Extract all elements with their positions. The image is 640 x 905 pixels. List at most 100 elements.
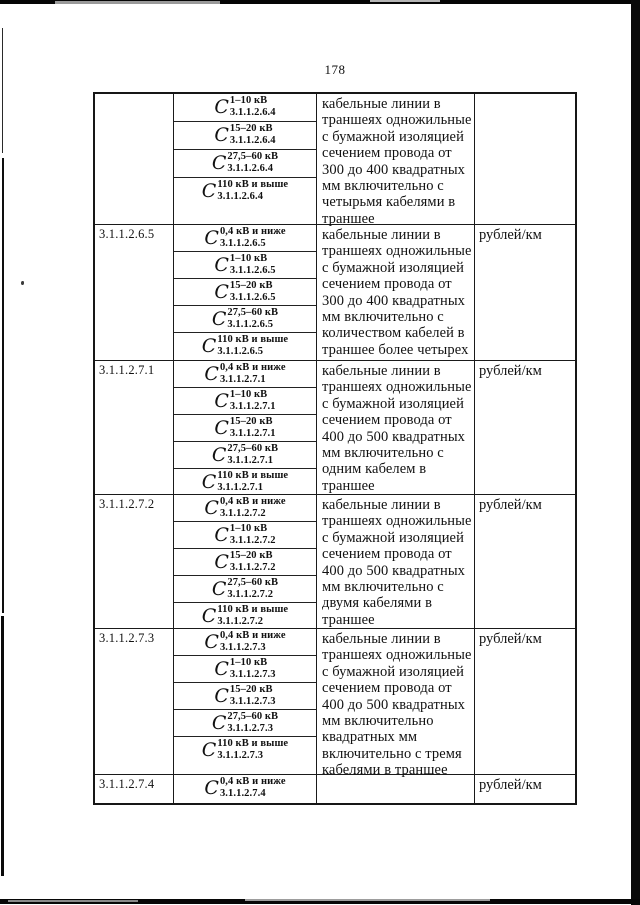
formula-stack: C 1–10 кВ 3.1.1.2.6.4 C 15–20 кВ 3.1.1.2.6.4… (174, 94, 317, 224)
formula-superscript: 27,5–60 кВ (227, 151, 279, 162)
formula-superscript: 1–10 кВ (229, 253, 268, 264)
formula-subcell: C 1–10 кВ 3.1.1.2.7.3 (174, 656, 316, 683)
coefficient-symbol: C (214, 550, 229, 573)
code-cell: 3.1.1.2.7.1 (95, 361, 174, 494)
coefficient-formula: C 110 кВ и выше 3.1.1.2.7.3 (201, 738, 289, 761)
coefficient-symbol: C (201, 738, 217, 761)
formula-subcell: C 15–20 кВ 3.1.1.2.6.5 (174, 279, 316, 306)
formula-subcell: C 1–10 кВ 3.1.1.2.7.2 (174, 522, 316, 549)
coefficient-formula: C 27,5–60 кВ 3.1.1.2.6.5 (212, 307, 279, 330)
description-cell: кабельные линии в траншеях одножильные с… (317, 225, 475, 360)
code-cell: 3.1.1.2.7.3 (95, 629, 174, 774)
description-cell: кабельные линии в траншеях одножильные с… (317, 361, 475, 494)
scan-edge-left (2, 28, 3, 153)
coefficient-formula: C 110 кВ и выше 3.1.1.2.6.5 (201, 334, 289, 357)
description-cell: кабельные линии в траншеях одножильные с… (317, 94, 475, 227)
formula-subcell: C 1–10 кВ 3.1.1.2.6.4 (174, 94, 316, 122)
coefficient-symbol: C (214, 123, 229, 146)
formula-stack: C 0,4 кВ и ниже 3.1.1.2.7.3 C 1–10 кВ 3.1.1.… (174, 629, 317, 774)
formula-subscript: 3.1.1.2.7.3 (219, 641, 266, 653)
formula-subcell: C 27,5–60 кВ 3.1.1.2.6.5 (174, 306, 316, 333)
coefficient-formula: C 15–20 кВ 3.1.1.2.7.3 (214, 684, 275, 707)
formula-subscript: 3.1.1.2.7.3 (217, 749, 264, 761)
formula-subscript: 3.1.1.2.7.2 (217, 615, 264, 627)
coefficient-formula: C 1–10 кВ 3.1.1.2.7.2 (214, 523, 276, 546)
formula-superscript: 27,5–60 кВ (227, 307, 279, 318)
formula-subscript: 3.1.1.2.6.5 (227, 318, 274, 330)
coefficient-symbol: C (214, 523, 229, 546)
formula-stack: C 0,4 кВ и ниже 3.1.1.2.7.1 C 1–10 кВ 3.1.1.… (174, 361, 317, 494)
formula-subcell: C 15–20 кВ 3.1.1.2.7.2 (174, 549, 316, 576)
scan-edge-bottom-gray (245, 899, 490, 901)
coefficient-symbol: C (204, 496, 219, 519)
formula-subscript: 3.1.1.2.7.1 (229, 400, 276, 412)
formula-subscript: 3.1.1.2.6.4 (229, 106, 276, 118)
formula-subscript: 3.1.1.2.7.1 (219, 373, 266, 385)
coefficient-symbol: C (214, 416, 229, 439)
formula-superscript: 1–10 кВ (229, 523, 268, 534)
description-cell (317, 775, 475, 803)
formula-subcell: C 27,5–60 кВ 3.1.1.2.7.2 (174, 576, 316, 603)
unit-cell: рублей/км (479, 497, 542, 513)
scan-edge-top-gray (55, 1, 220, 4)
formula-superscript: 110 кВ и выше (217, 179, 289, 190)
formula-subscript: 3.1.1.2.7.1 (227, 454, 274, 466)
coefficient-symbol: C (204, 362, 219, 385)
formula-superscript: 110 кВ и выше (217, 334, 289, 345)
coefficient-formula: C 27,5–60 кВ 3.1.1.2.7.1 (212, 443, 278, 466)
coefficient-symbol: C (201, 334, 217, 357)
unit-cell (475, 94, 575, 224)
coefficient-symbol: C (214, 389, 229, 412)
formula-subcell: C 110 кВ и выше 3.1.1.2.7.2 (174, 603, 316, 628)
coefficient-formula: C 0,4 кВ и ниже 3.1.1.2.7.4 (204, 776, 285, 799)
formula-subscript: 3.1.1.2.6.5 (229, 264, 276, 276)
formula-subscript: 3.1.1.2.6.5 (219, 237, 266, 249)
formula-subscript: 3.1.1.2.6.4 (227, 162, 274, 174)
formula-superscript: 27,5–60 кВ (227, 711, 279, 722)
formula-subcell: C 0,4 кВ и ниже 3.1.1.2.7.1 (174, 361, 316, 388)
coefficient-symbol: C (214, 657, 229, 680)
coefficient-formula: C 27,5–60 кВ 3.1.1.2.7.2 (212, 577, 279, 600)
scan-edge-top-gray (370, 0, 440, 2)
formula-superscript: 27,5–60 кВ (227, 577, 279, 588)
formula-superscript: 110 кВ и выше (217, 604, 289, 615)
table-row: C 1–10 кВ 3.1.1.2.6.4 C 15–20 кВ 3.1.1.2.6.4… (95, 94, 575, 227)
coefficient-symbol: C (201, 179, 217, 202)
formula-subscript: 3.1.1.2.7.1 (229, 427, 276, 439)
formula-superscript: 110 кВ и выше (217, 738, 289, 749)
formula-superscript: 15–20 кВ (229, 280, 273, 291)
scan-edge-left (2, 158, 4, 613)
coefficient-symbol: C (204, 226, 219, 249)
coefficient-formula: C 1–10 кВ 3.1.1.2.7.1 (214, 389, 276, 412)
formula-superscript: 0,4 кВ и ниже (219, 630, 286, 641)
coefficient-formula: C 110 кВ и выше 3.1.1.2.7.1 (202, 470, 288, 493)
formula-subcell: C 110 кВ и выше 3.1.1.2.6.4 (174, 178, 316, 224)
formula-subcell: C 27,5–60 кВ 3.1.1.2.7.1 (174, 442, 316, 469)
formula-superscript: 1–10 кВ (229, 389, 268, 400)
formula-subscript: 3.1.1.2.6.5 (217, 345, 264, 357)
formula-subcell: C 27,5–60 кВ 3.1.1.2.6.4 (174, 150, 316, 178)
scan-edge-top (0, 0, 640, 4)
formula-subscript: 3.1.1.2.7.2 (229, 534, 276, 546)
formula-superscript: 0,4 кВ и ниже (219, 496, 286, 507)
formula-subcell: C 0,4 кВ и ниже 3.1.1.2.7.3 (174, 629, 316, 656)
formula-subscript: 3.1.1.2.6.4 (217, 190, 264, 202)
description-cell: кабельные линии в траншеях одножильные с… (317, 495, 475, 628)
formula-superscript: 15–20 кВ (229, 550, 273, 561)
coefficient-formula: C 110 кВ и выше 3.1.1.2.7.2 (202, 604, 289, 627)
code-cell: 3.1.1.2.7.4 (95, 775, 174, 803)
coefficient-symbol: C (204, 630, 219, 653)
coefficient-formula: C 1–10 кВ 3.1.1.2.7.3 (214, 657, 275, 680)
formula-subcell: C 110 кВ и выше 3.1.1.2.6.5 (174, 333, 316, 360)
coefficient-formula: C 15–20 кВ 3.1.1.2.6.4 (214, 123, 275, 146)
formula-subscript: 3.1.1.2.7.2 (229, 561, 276, 573)
coefficient-formula: C 0,4 кВ и ниже 3.1.1.2.7.2 (204, 496, 286, 519)
formula-subscript: 3.1.1.2.6.5 (229, 291, 276, 303)
formula-subcell: C 1–10 кВ 3.1.1.2.6.5 (174, 252, 316, 279)
scan-edge-bottom-gray (8, 900, 138, 902)
code-cell (95, 94, 174, 224)
code-cell: 3.1.1.2.6.5 (95, 225, 174, 360)
formula-subcell: C 110 кВ и выше 3.1.1.2.7.1 (174, 469, 316, 494)
